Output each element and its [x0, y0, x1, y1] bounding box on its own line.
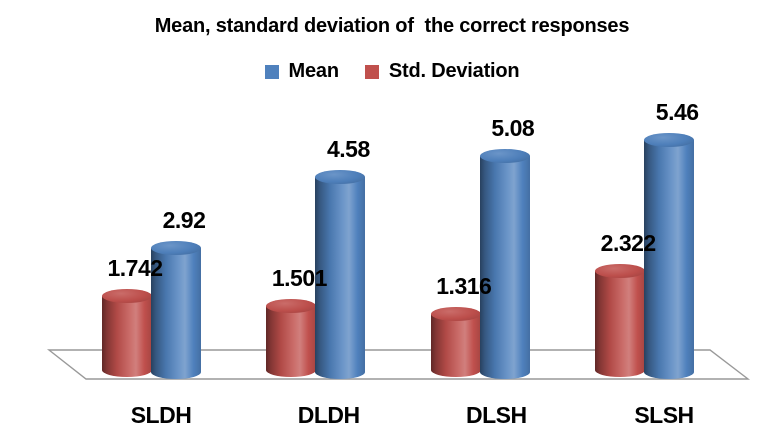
- cylinder-mean-SLSH: [644, 132, 695, 379]
- cylinder-mean-DLDH-top: [315, 170, 366, 185]
- cylinder-mean-DLDH-body: [315, 177, 366, 372]
- cylinder-mean-SLSH-body: [644, 139, 695, 372]
- cylinder-std-deviation-DLDH-body: [266, 306, 317, 370]
- cylinder-std-deviation-SLSH-body: [595, 271, 646, 370]
- value-label-std-deviation-SLSH: 2.322: [600, 230, 657, 257]
- legend-label-mean: Mean: [288, 60, 340, 82]
- cylinder-mean-DLDH: [315, 170, 366, 379]
- value-label-std-deviation-DLDH: 1.501: [271, 265, 328, 292]
- value-label-mean-SLDH: 2.92: [162, 206, 206, 233]
- value-label-std-deviation-SLDH: 1.742: [107, 254, 163, 281]
- value-label-mean-DLSH: 5.08: [491, 115, 535, 142]
- cylinder-std-deviation-SLDH-top: [102, 288, 152, 303]
- cylinder-mean-DLSH-body: [479, 156, 530, 372]
- cylinder-std-deviation-SLSH-top: [595, 264, 646, 279]
- cylinder-mean-SLSH-top: [644, 132, 695, 147]
- legend-item-std-deviation: Std. Deviation: [364, 60, 520, 83]
- value-label-mean-SLSH: 5.46: [655, 98, 699, 125]
- value-label-mean-DLDH: 4.58: [327, 136, 370, 163]
- value-label-std-deviation-DLSH: 1.316: [436, 273, 492, 300]
- cylinder-std-deviation-DLDH-top: [266, 299, 317, 314]
- legend-marker-mean: [264, 64, 279, 79]
- cylinder-std-deviation-DLSH: [430, 307, 481, 377]
- legend-label-std-deviation: Std. Deviation: [388, 60, 520, 82]
- category-label-DLDH: DLDH: [297, 402, 360, 428]
- cylinder-mean-SLDH: [151, 240, 201, 379]
- cylinder-mean-SLDH-body: [151, 247, 201, 372]
- cylinder-std-deviation-SLSH: [595, 264, 646, 377]
- cylinder-std-deviation-DLDH: [266, 299, 317, 377]
- category-label-SLSH: SLSH: [634, 402, 694, 428]
- category-label-DLSH: DLSH: [466, 402, 527, 428]
- cylinder-mean-DLSH: [479, 149, 530, 379]
- category-label-SLDH: SLDH: [130, 402, 192, 428]
- legend: Mean Std. Deviation: [0, 60, 784, 83]
- cylinder-std-deviation-DLSH-top: [430, 307, 481, 322]
- cylinder-std-deviation-SLDH-body: [102, 295, 152, 370]
- cylinder-mean-DLSH-top: [479, 149, 530, 164]
- cylinder-std-deviation-DLSH-body: [430, 314, 481, 370]
- chart-title: Mean, standard deviation of the correct …: [154, 15, 630, 37]
- legend-item-mean: Mean: [264, 60, 340, 83]
- cylinder-mean-SLDH-top: [151, 240, 201, 255]
- cylinder-std-deviation-SLDH: [102, 288, 152, 377]
- legend-marker-std-deviation: [364, 64, 379, 79]
